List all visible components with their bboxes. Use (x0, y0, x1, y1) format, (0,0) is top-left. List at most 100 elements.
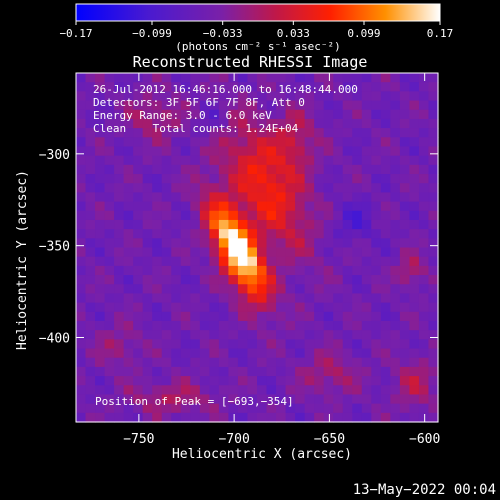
heatmap-cell (428, 385, 439, 396)
heatmap-cell (152, 339, 163, 350)
heatmap-cell (418, 385, 430, 396)
heatmap-cell (323, 348, 334, 359)
heatmap-cell (104, 201, 115, 212)
heatmap-cell (295, 394, 306, 405)
heatmap-cell (323, 265, 334, 276)
heatmap-cell (418, 128, 430, 138)
heatmap-cell (361, 247, 372, 258)
heatmap-cell (352, 376, 363, 386)
heatmap-cell (190, 229, 201, 239)
heatmap-cell (257, 146, 268, 157)
heatmap-cell (428, 394, 439, 405)
heatmap-cell (218, 394, 230, 405)
heatmap-cell (190, 183, 201, 193)
heatmap-cell (418, 302, 430, 313)
heatmap-cell (209, 265, 220, 276)
heatmap-cell (180, 146, 191, 157)
heatmap-cell (123, 293, 134, 304)
heatmap-cell (361, 366, 372, 377)
heatmap-cell (352, 394, 363, 405)
heatmap-cell (228, 265, 239, 276)
heatmap-cell (361, 91, 372, 102)
heatmap-cell (152, 183, 163, 193)
heatmap-cell (342, 311, 353, 322)
heatmap-cell (180, 229, 191, 239)
heatmap-cell (152, 100, 163, 111)
heatmap-cell (428, 183, 439, 193)
heatmap-cell (333, 357, 344, 368)
heatmap-cell (237, 91, 249, 102)
heatmap-cell (342, 256, 353, 267)
heatmap-cell (142, 229, 153, 239)
heatmap-cell (199, 210, 210, 221)
heatmap-cell (295, 376, 306, 386)
heatmap-cell (361, 164, 372, 175)
heatmap-cell (304, 183, 315, 193)
heatmap-cell (380, 229, 391, 239)
heatmap-cell (142, 82, 153, 92)
heatmap-cell (161, 385, 172, 396)
heatmap-cell (190, 164, 201, 175)
heatmap-cell (323, 238, 334, 249)
heatmap-cell (161, 192, 172, 203)
heatmap-cell (371, 164, 382, 175)
heatmap-cell (418, 201, 430, 212)
heatmap-cell (399, 256, 411, 267)
heatmap-cell (228, 330, 239, 340)
heatmap-cell (276, 164, 287, 175)
heatmap-cell (104, 284, 115, 295)
heatmap-cell (76, 192, 87, 203)
heatmap-cell (123, 256, 134, 267)
heatmap-cell (266, 366, 277, 377)
heatmap-cell (95, 302, 106, 313)
heatmap-cell (133, 403, 144, 414)
heatmap-cell (237, 256, 249, 267)
heatmap-cell (228, 118, 239, 129)
heatmap-cell (295, 302, 306, 313)
heatmap-cell (380, 118, 391, 129)
heatmap-cell (371, 412, 382, 423)
heatmap-cell (333, 330, 344, 340)
heatmap-cell (409, 192, 420, 203)
heatmap-cell (104, 357, 115, 368)
heatmap-cell (152, 357, 163, 368)
heatmap-cell (85, 357, 96, 368)
heatmap-cell (209, 284, 220, 295)
heatmap-cell (399, 109, 411, 120)
heatmap-cell (123, 174, 134, 184)
heatmap-cell (295, 146, 306, 157)
heatmap-cell (190, 82, 201, 92)
heatmap-cell (390, 311, 401, 322)
heatmap-cell (199, 137, 210, 148)
heatmap-cell (104, 229, 115, 239)
heatmap-cell (171, 100, 182, 111)
heatmap-cell (247, 155, 258, 166)
heatmap-cell (418, 91, 430, 102)
heatmap-cell (76, 247, 87, 258)
heatmap-cell (95, 238, 106, 249)
heatmap-cell (95, 366, 106, 377)
heatmap-cell (114, 146, 125, 157)
heatmap-cell (247, 174, 258, 184)
heatmap-cell (304, 128, 315, 138)
heatmap-cell (257, 210, 268, 221)
heatmap-cell (390, 366, 401, 377)
heatmap-cell (428, 219, 439, 230)
heatmap-cell (180, 247, 191, 258)
heatmap-cell (104, 128, 115, 138)
heatmap-cell (228, 394, 239, 405)
heatmap-cell (314, 146, 325, 157)
heatmap-cell (171, 385, 182, 396)
heatmap-cell (418, 229, 430, 239)
peak-position-label: Position of Peak = [−693,−354] (95, 395, 294, 408)
heatmap-cell (228, 320, 239, 331)
heatmap-cell (237, 118, 249, 129)
heatmap-cell (218, 284, 230, 295)
heatmap-cell (285, 376, 296, 386)
heatmap-cell (285, 146, 296, 157)
heatmap-cell (228, 376, 239, 386)
heatmap-cell (171, 412, 182, 423)
heatmap-cell (95, 394, 106, 405)
heatmap-cell (314, 339, 325, 350)
heatmap-cell (161, 247, 172, 258)
